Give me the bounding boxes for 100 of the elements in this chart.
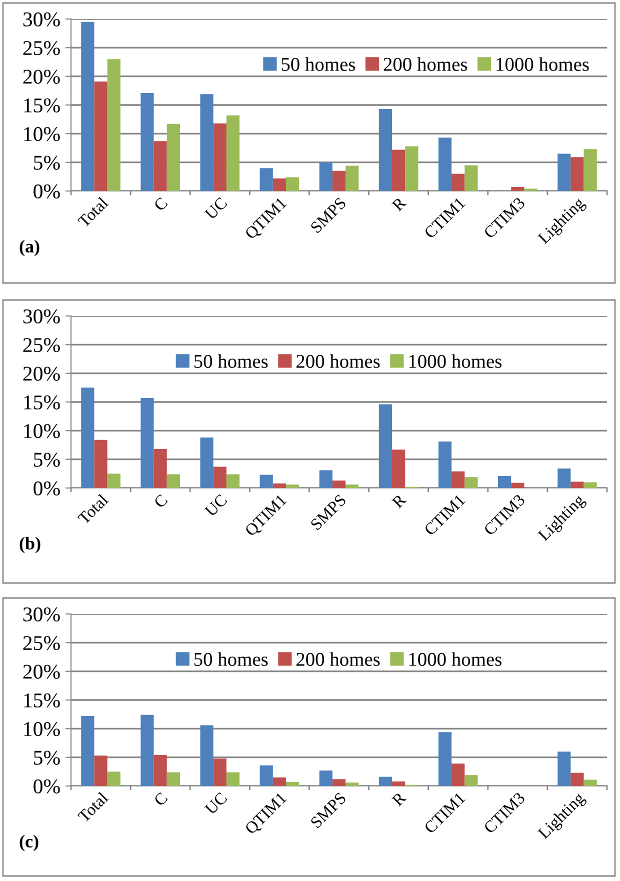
x-tick-label: C [153,196,168,212]
bar [452,174,465,191]
x-tick-label: UC [204,792,228,816]
y-tick-label: 15% [24,395,60,410]
x-tick-label: C [153,494,168,509]
y-tick-label: 0% [34,779,60,794]
bar [464,165,478,191]
y-tick-label: 10% [24,424,60,438]
y-tick-label: 30% [23,12,60,26]
bar [140,92,154,191]
bar [94,756,108,786]
bar [405,146,418,191]
legend-label: 1000 homes [409,354,502,368]
y-tick-label: 5% [34,452,60,467]
bar [464,775,478,786]
legend-label: 50 homes [282,57,356,71]
legend-label: 50 homes [194,354,268,368]
bar [200,725,214,786]
bar [154,755,167,786]
x-tick-label: R [391,791,407,807]
bar [286,177,300,191]
x-tick-label: C [153,792,168,807]
bar [584,149,597,191]
bar [378,404,392,488]
y-tick-label: 5% [34,156,60,170]
y-tick-label: 10% [24,722,60,736]
legend-label: 1000 homes [496,57,589,71]
y-tick-label: 25% [23,636,60,650]
bar [81,388,94,488]
bar [286,782,300,786]
legend-label: 200 homes [384,57,468,71]
bar [346,782,359,786]
bar [226,474,240,488]
bar [332,779,346,786]
bar [213,466,226,488]
bar [140,398,154,488]
bar [570,157,584,191]
bar [94,81,108,191]
y-tick-label: 20% [23,664,60,679]
bar [260,474,273,488]
bar [272,178,286,191]
bar [94,440,108,488]
legend-label: 1000 homes [409,652,502,666]
bar [570,482,584,488]
text: (a) [20,240,40,256]
bar [511,186,524,191]
bar [272,777,286,786]
bar [498,476,512,488]
bar [570,772,584,786]
bar [558,468,571,488]
bar [107,474,120,488]
bar [260,168,273,191]
bar [332,170,346,191]
bar [464,477,478,488]
bar [332,480,346,488]
y-tick-label: 25% [23,338,60,352]
bar [392,150,406,191]
text: (b) [20,536,40,554]
bar [154,141,167,191]
bar [319,770,332,786]
bar [226,772,240,786]
y-tick-label: 30% [23,309,60,324]
bar [200,94,214,191]
bar [213,123,226,191]
legend-label: 50 homes [194,652,268,666]
bar [319,162,332,191]
bar [81,716,94,786]
bar [81,22,94,191]
bar [272,483,286,488]
x-tick-label: UC [204,196,228,220]
bar [346,166,359,191]
bar [213,758,226,786]
y-tick-label: 5% [34,750,60,765]
bar [107,59,120,191]
y-tick-label: 25% [23,41,60,56]
text: (c) [20,834,38,852]
bar [166,124,180,191]
bar [378,109,392,191]
bar [438,138,452,191]
bar [260,765,273,786]
bar [452,764,465,786]
bar [438,442,452,488]
y-tick-label: 30% [23,607,60,622]
y-tick-label: 15% [24,98,60,112]
bar [558,752,571,786]
legend-label: 200 homes [296,354,380,368]
x-tick-label: UC [204,494,228,518]
bar [140,714,154,786]
x-tick-label: R [391,196,407,212]
legend-label: 200 homes [296,652,380,666]
bar [378,776,392,786]
bar [166,772,180,786]
bar [319,470,332,488]
bar [154,449,167,488]
y-tick-label: 0% [34,481,60,496]
x-tick-label: R [391,493,407,509]
y-tick-label: 10% [24,127,60,142]
bar [452,471,465,488]
y-tick-label: 20% [23,70,60,84]
bar [558,154,571,191]
